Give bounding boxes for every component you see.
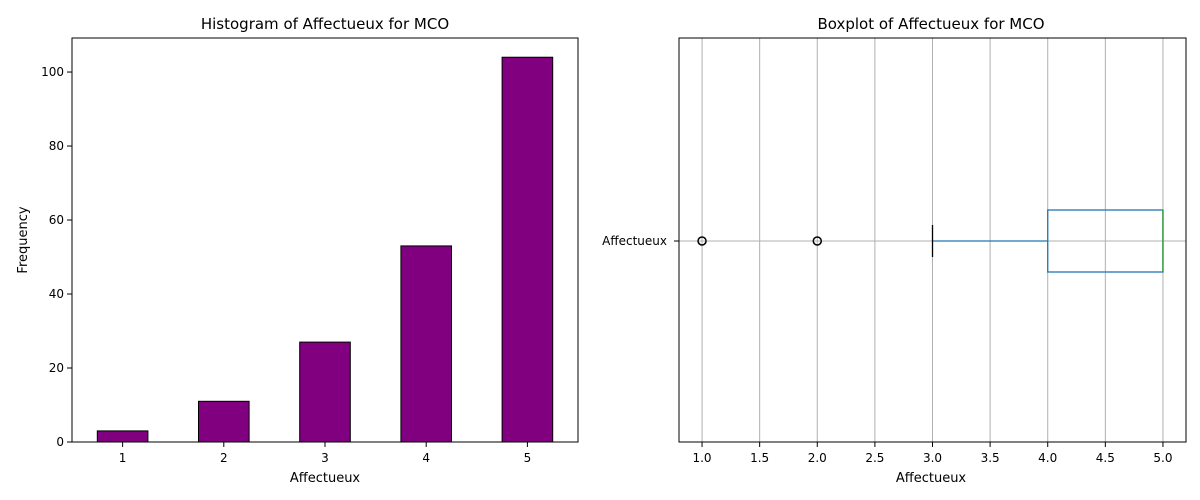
boxplot-x-tick-label: 4.0	[1038, 451, 1057, 465]
histogram-x-axis-label: Affectueux	[290, 471, 361, 486]
boxplot-x-tick-label: 1.0	[692, 451, 711, 465]
boxplot-x-ticks: 1.0 1.5 2.0 2.5 3.0 3.5 4.0 4.5 5.0	[692, 442, 1173, 465]
histogram-x-tick-label: 2	[220, 451, 228, 465]
boxplot-x-tick-label: 5.0	[1153, 451, 1172, 465]
boxplot-x-tick-label: 3.0	[923, 451, 942, 465]
histogram-x-tick-label: 4	[422, 451, 430, 465]
histogram-y-tick-label: 80	[49, 139, 64, 153]
boxplot-x-tick-label: 1.5	[750, 451, 769, 465]
histogram-x-tick-label: 3	[321, 451, 329, 465]
histogram-x-ticks: 1 2 3 4 5	[119, 442, 531, 465]
histogram-y-tick-label: 40	[49, 287, 64, 301]
histogram-chart: Histogram of Affectueux for MCO 0 20 40 60 8…	[16, 15, 579, 486]
histogram-title: Histogram of Affectueux for MCO	[201, 15, 449, 33]
histogram-y-axis-label: Frequency	[16, 206, 31, 273]
histogram-y-tick-label: 100	[41, 65, 64, 79]
histogram-x-tick-label: 1	[119, 451, 127, 465]
boxplot-outlier	[697, 236, 707, 246]
histogram-bar	[400, 245, 452, 443]
boxplot-x-tick-label: 4.5	[1096, 451, 1115, 465]
histogram-bar	[501, 56, 554, 443]
boxplot-x-axis-label: Affectueux	[896, 471, 967, 486]
boxplot-x-tick-label: 2.0	[808, 451, 827, 465]
boxplot-chart: Boxplot of Affectueux for MCO 1.0 1.5 2.0 2…	[602, 15, 1187, 486]
histogram-bars	[96, 56, 554, 443]
histogram-bar	[96, 430, 149, 443]
boxplot-x-tick-label: 2.5	[865, 451, 884, 465]
histogram-y-tick-label: 0	[56, 435, 64, 449]
boxplot-y-tick-label: Affectueux	[602, 234, 667, 248]
histogram-x-tick-label: 5	[524, 451, 532, 465]
boxplot-marks	[697, 209, 1164, 273]
histogram-y-ticks: 0 20 40 60 80 100	[41, 65, 72, 449]
boxplot-outlier	[812, 236, 823, 246]
histogram-y-tick-label: 20	[49, 361, 64, 375]
histogram-y-tick-label: 60	[49, 213, 64, 227]
histogram-bar	[198, 400, 250, 443]
boxplot-title: Boxplot of Affectueux for MCO	[817, 15, 1044, 33]
histogram-bar	[299, 341, 351, 443]
boxplot-x-tick-label: 3.5	[981, 451, 1000, 465]
